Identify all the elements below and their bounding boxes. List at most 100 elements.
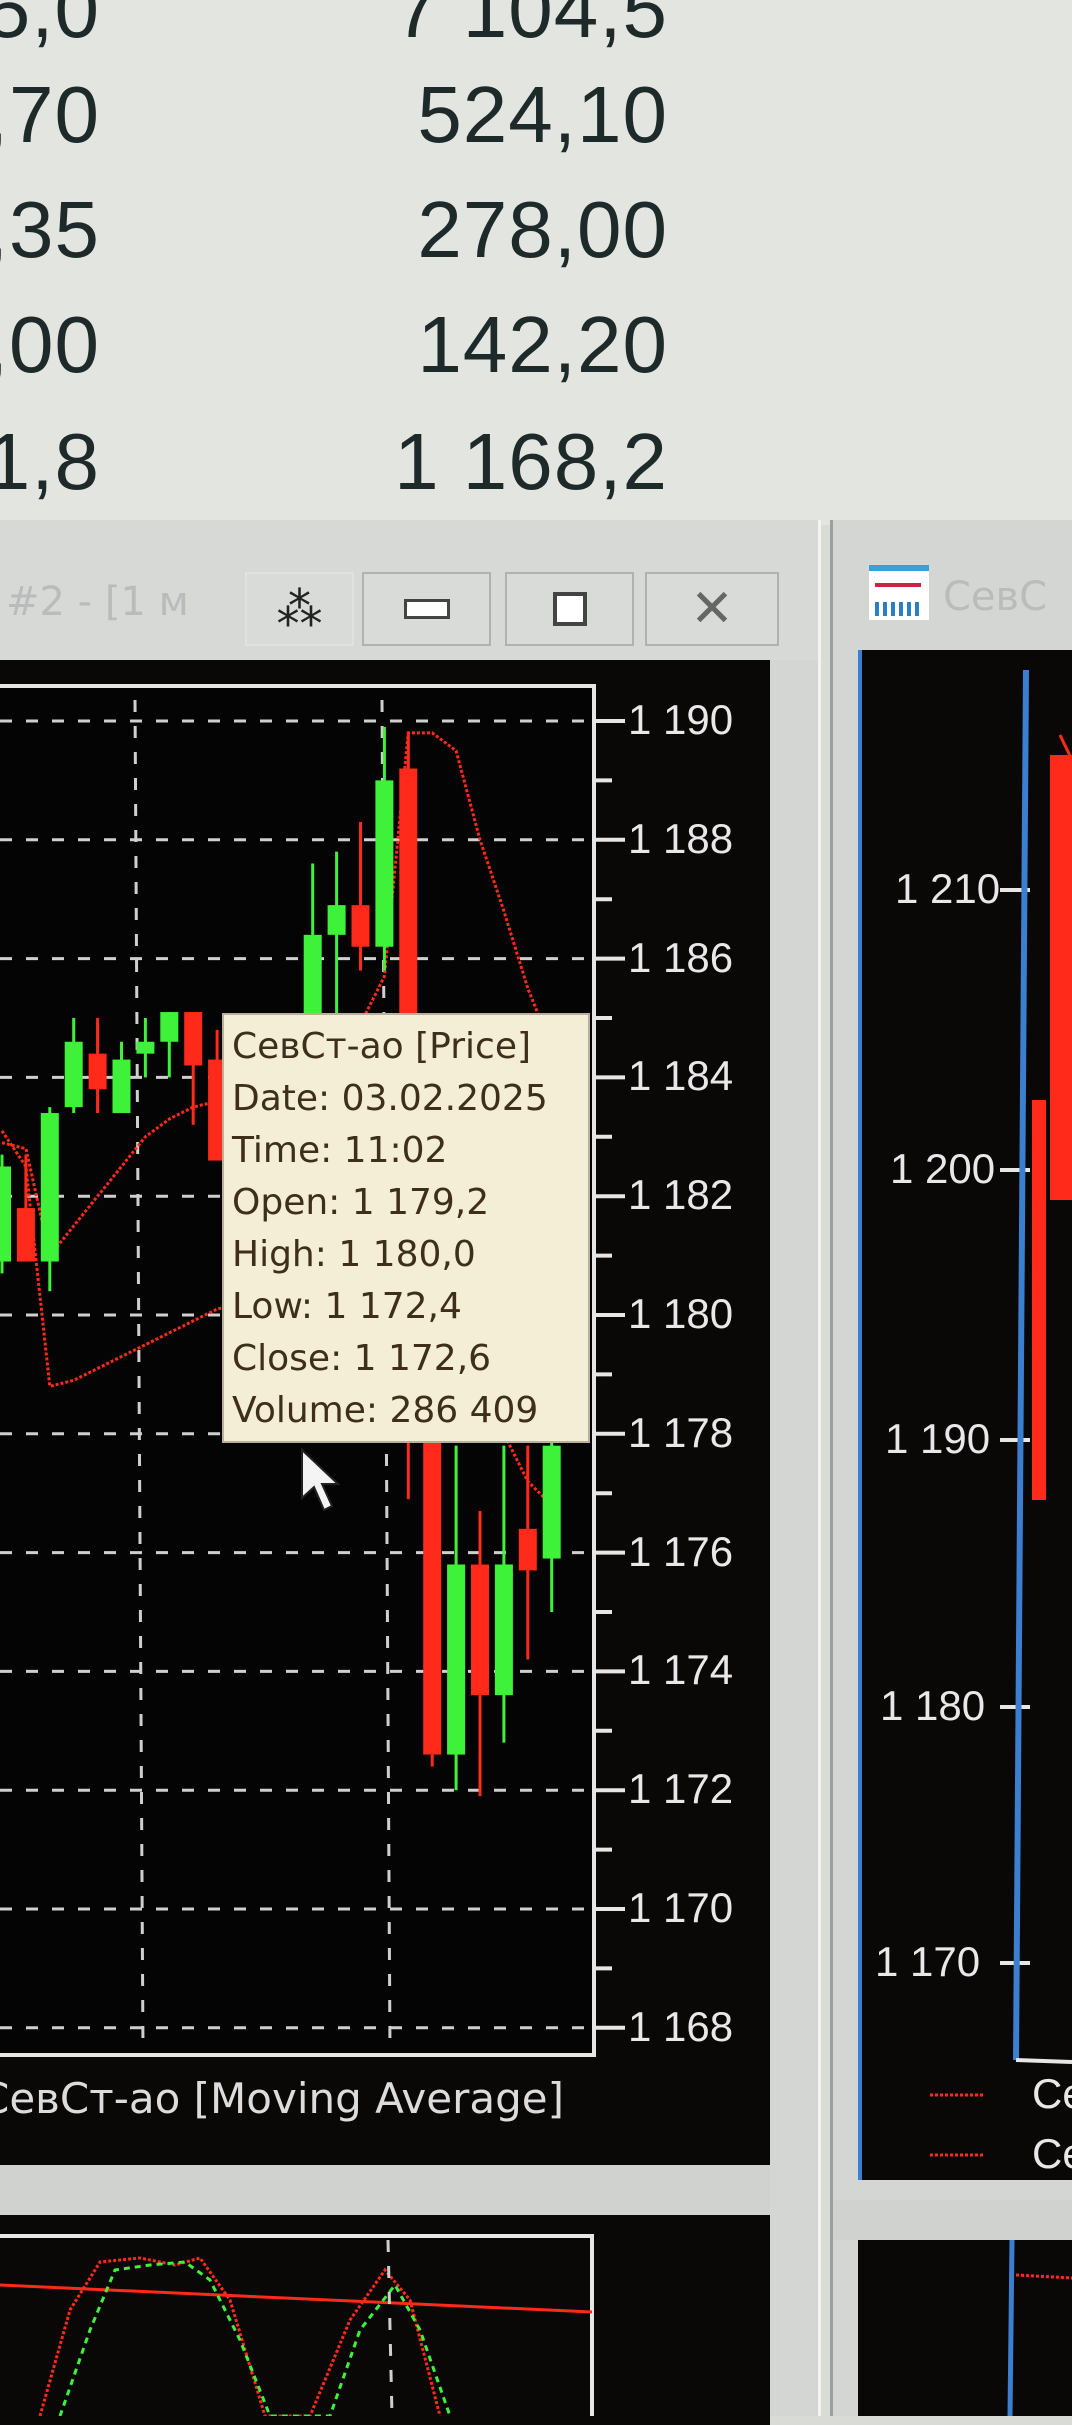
y-tick-label: 1 186 (628, 933, 734, 981)
candle-body (327, 905, 346, 935)
candle (64, 1018, 83, 1114)
oscillator-signal-line (58, 2260, 452, 2416)
quotes-table: 5,0 7 104,5 ,70 524,10 ,35 278,00 ,00 142,20 1,8… (0, 0, 1072, 525)
title-bar-2[interactable]: СевС (833, 520, 1072, 650)
candle-body (40, 1113, 59, 1262)
y-tick-label: 1 184 (628, 1052, 734, 1100)
tooltip-high: High: 1 180,0 (232, 1234, 476, 1275)
indicator-panel (0, 2215, 770, 2425)
candle (40, 1107, 59, 1292)
candle (351, 821, 370, 971)
candle (447, 1445, 466, 1791)
table-cell: 1 168,2 (394, 417, 668, 506)
close-button[interactable]: ✕ (645, 572, 779, 646)
candle-body (184, 1012, 203, 1066)
plot-border (0, 684, 596, 2057)
candle (160, 1012, 179, 1078)
y-tick-label: 1 182 (628, 1171, 734, 1219)
table-cell: 278,00 (417, 185, 668, 274)
candle-body (64, 1041, 83, 1108)
candle-body (112, 1059, 131, 1114)
window-title: #2 - [1 м (6, 579, 189, 625)
right-y-tick-label: 1 180 (880, 1682, 986, 1729)
table-cell: ,70 (0, 70, 100, 159)
y-tick-label: 1 172 (628, 1765, 734, 1813)
candle-body (136, 1041, 155, 1054)
y-tick-label: 1 168 (628, 2002, 734, 2050)
table-cell: ,35 (0, 185, 100, 274)
candle-body (208, 1059, 227, 1161)
indicator-panel-2 (858, 2240, 1072, 2416)
tooltip-low: Low: 1 172,4 (232, 1286, 462, 1327)
indicator-level-line (1015, 2273, 1072, 2280)
candle (518, 1445, 537, 1660)
candle-body (351, 905, 370, 947)
candle (375, 726, 394, 971)
maximize-icon (552, 592, 587, 626)
candle-body (16, 1208, 35, 1262)
y-tick-label: 1 178 (628, 1408, 734, 1456)
oscillator-line (38, 2256, 442, 2416)
candle (0, 1154, 11, 1274)
y-tick-label: 1 170 (628, 1884, 734, 1931)
candle-body (423, 1362, 442, 1755)
legend-label: Се (1032, 2130, 1072, 2177)
right-y-tick-label: 1 210 (895, 865, 1001, 912)
candle (208, 1029, 227, 1161)
right-y-tick-label: 1 170 (875, 1938, 981, 1985)
grid-line (133, 699, 145, 2051)
grid-line (386, 2239, 394, 2416)
y-tick-label: 1 188 (628, 814, 734, 862)
candle (88, 1018, 107, 1114)
tooltip-title: СевСт-ао [Price] (232, 1026, 532, 1067)
right-candle-body (1050, 755, 1072, 1200)
close-icon: ✕ (690, 579, 734, 639)
table-cell: ,00 (0, 300, 100, 389)
panel-separator-2[interactable] (833, 2200, 1072, 2240)
panel-separator[interactable] (0, 2165, 770, 2215)
candle-body (375, 780, 394, 947)
tooltip-open: Open: 1 179,2 (232, 1182, 490, 1223)
tooltip-close: Close: 1 172,6 (232, 1338, 492, 1379)
title-bar[interactable]: #2 - [1 м ⁂ ✕ (0, 520, 818, 660)
y-tick-label: 1 176 (628, 1527, 734, 1575)
chart-icon (869, 565, 929, 620)
indicator-level-line (0, 2283, 593, 2314)
right-y-tick-label: 1 200 (890, 1145, 996, 1192)
candle-body (0, 1166, 11, 1262)
candle-body (471, 1564, 489, 1696)
tile-icon: ⁂ (276, 582, 323, 636)
candle (184, 1012, 203, 1125)
candle-body (494, 1564, 513, 1696)
table-cell: 524,10 (417, 70, 668, 159)
table-cell: 1,8 (0, 417, 100, 506)
table-cell: 7 104,5 (394, 0, 668, 54)
minimize-button[interactable] (362, 572, 491, 646)
candle (471, 1511, 489, 1797)
maximize-button[interactable] (505, 572, 634, 646)
tile-button[interactable]: ⁂ (245, 572, 354, 646)
mouse-cursor-icon (301, 1448, 341, 1512)
candle-body (160, 1012, 179, 1042)
tooltip-date: Date: 03.02.2025 (232, 1078, 548, 1119)
legend-label: Се (1032, 2070, 1072, 2117)
right-candle-body (1032, 1100, 1046, 1500)
table-cell: 142,20 (417, 300, 668, 389)
indicator-plot-border (1007, 2239, 1015, 2416)
candle-body (542, 1445, 561, 1559)
indicator-plot-border (0, 2234, 594, 2416)
y-tick-label: 1 190 (628, 696, 734, 743)
window-title-2: СевС (943, 574, 1048, 620)
tooltip-time: Time: 11:02 (232, 1130, 448, 1171)
y-tick-label: 1 180 (628, 1290, 734, 1337)
right-plot-border (1013, 669, 1029, 2061)
tooltip-volume: Volume: 286 409 (232, 1390, 539, 1431)
candle (136, 1018, 155, 1078)
candle-tooltip: СевСт-ао [Price] Date: 03.02.2025 Time: … (222, 1013, 590, 1443)
right-plot-border (1015, 2058, 1072, 2064)
candle (494, 1445, 513, 1743)
candle (112, 1041, 131, 1114)
right-y-tick-label: 1 190 (885, 1415, 991, 1462)
candle-body (447, 1564, 466, 1755)
candle (16, 1154, 35, 1262)
